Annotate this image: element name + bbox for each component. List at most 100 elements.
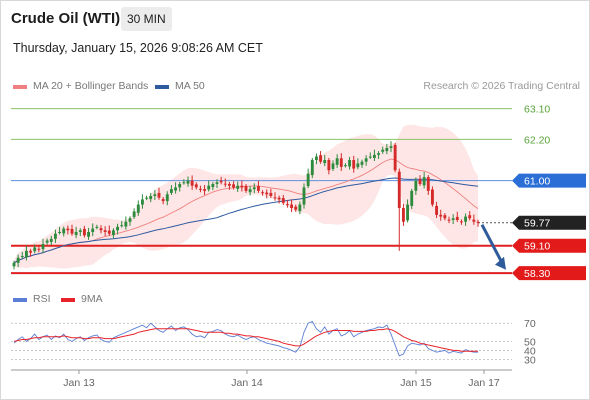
- x-tick-label: Jan 13: [63, 377, 95, 389]
- candle-body: [389, 146, 393, 148]
- candle-body: [302, 187, 306, 205]
- candle-body: [128, 218, 132, 222]
- price-tag-label: 58.30: [524, 268, 550, 280]
- price-tag-label: 61.00: [524, 176, 550, 188]
- candle-body: [70, 228, 74, 234]
- candle-body: [468, 215, 472, 219]
- price-tag-59-77: [512, 215, 586, 230]
- candle-body: [178, 184, 182, 188]
- candle-body: [219, 180, 223, 183]
- candle-body: [306, 173, 310, 187]
- rsi-tick-label: 70: [524, 318, 536, 330]
- bollinger-band-fill: [14, 124, 478, 269]
- candle-body: [372, 154, 376, 158]
- candle-body: [174, 187, 178, 191]
- timestamp: Thursday, January 15, 2026 9:08:26 AM CE…: [13, 41, 263, 55]
- candle-body: [385, 148, 389, 152]
- candle-body: [281, 198, 285, 203]
- candle-body: [447, 219, 451, 221]
- candle-body: [310, 160, 314, 176]
- candle-body: [223, 183, 227, 185]
- price-tag-59-10: [512, 238, 586, 253]
- candle-body: [136, 204, 140, 213]
- candle-body: [161, 199, 165, 202]
- candle-body: [455, 216, 459, 220]
- candle-body: [53, 233, 57, 239]
- candle-body: [99, 228, 103, 231]
- candle-body: [439, 214, 443, 217]
- candle-body: [132, 211, 136, 217]
- candle-body: [476, 221, 480, 223]
- candle-body: [49, 238, 53, 242]
- candle-body: [37, 248, 41, 250]
- candle-body: [430, 189, 434, 205]
- ma20-swatch: [13, 85, 27, 89]
- candle-body: [182, 182, 186, 184]
- candle-body: [414, 180, 418, 191]
- candle-body: [285, 204, 289, 206]
- candle-body: [165, 194, 169, 202]
- candle-body: [240, 185, 244, 188]
- timeframe-selector[interactable]: 30 MIN: [121, 7, 172, 31]
- candle-body: [194, 184, 198, 188]
- candle-body: [45, 240, 49, 243]
- candle-body: [207, 185, 211, 190]
- candle-body: [12, 262, 16, 267]
- candle-body: [422, 177, 426, 186]
- candle-body: [360, 161, 364, 165]
- x-tick-label: Jan 14: [231, 377, 263, 389]
- candle-body: [198, 188, 202, 190]
- candle-body: [377, 153, 381, 155]
- candle-body: [451, 218, 455, 220]
- candle-body: [111, 230, 115, 236]
- rsi-ma-line: [13, 328, 478, 352]
- candle-body: [215, 182, 219, 184]
- candle-body: [33, 247, 37, 252]
- candle-body: [319, 155, 323, 162]
- candle-body: [401, 208, 405, 222]
- candle-body: [261, 192, 265, 194]
- candle-body: [265, 192, 269, 195]
- candle-body: [269, 192, 273, 196]
- candle-body: [352, 160, 356, 169]
- candle-body: [459, 221, 463, 223]
- candle-body: [331, 163, 335, 169]
- candle-body: [277, 197, 281, 200]
- forecast-arrow-shaft: [480, 224, 504, 264]
- candle-body: [169, 189, 173, 193]
- candle-body: [381, 149, 385, 152]
- candle-body: [74, 232, 78, 236]
- candle-body: [58, 232, 62, 233]
- rsi-line: [13, 320, 478, 357]
- rsi-tick-label: 50: [524, 336, 536, 348]
- candle-body: [339, 158, 343, 167]
- candle-body: [211, 184, 215, 188]
- candle-body: [248, 189, 252, 193]
- candle-body: [323, 160, 327, 164]
- candle-body: [244, 186, 248, 191]
- rsi-swatch: [13, 298, 27, 302]
- candle-body: [62, 228, 66, 234]
- candle-body: [406, 204, 410, 221]
- candle-body: [24, 250, 28, 258]
- candle-body: [103, 230, 107, 232]
- candle-body: [20, 256, 24, 257]
- candle-body: [298, 204, 302, 212]
- candle-body: [107, 230, 111, 234]
- price-tag-label: 59.10: [524, 241, 550, 253]
- legend-label-rsi-ma: 9MA: [81, 293, 103, 305]
- candle-body: [124, 221, 128, 227]
- candle-body: [82, 228, 86, 236]
- legend-label-rsi: RSI: [33, 293, 51, 305]
- candle-body: [314, 156, 318, 160]
- candle-body: [16, 257, 20, 263]
- candle-body: [343, 165, 347, 167]
- candle-body: [435, 205, 439, 215]
- chart-header: Crude Oil (WTI) 30 MIN: [0, 0, 590, 38]
- candle-body: [120, 225, 124, 227]
- candle-body: [464, 216, 468, 222]
- candle-body: [397, 171, 401, 208]
- candle-body: [294, 206, 298, 210]
- resistance-label: 63.10: [524, 104, 550, 116]
